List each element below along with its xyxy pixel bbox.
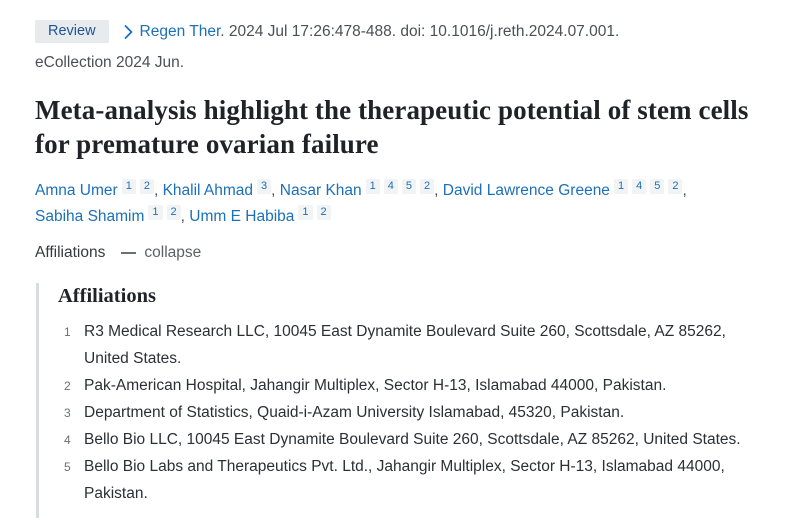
citation-details: . 2024 Jul 17:26:478-488. doi: 10.1016/j… <box>220 22 620 40</box>
citation-row: Review Regen Ther. 2024 Jul 17:26:478-48… <box>35 20 759 43</box>
author-affiliation-superscript[interactable]: 5 <box>401 178 417 194</box>
article-title: Meta-analysis highlight the therapeutic … <box>35 95 749 160</box>
author-affiliation-superscript[interactable]: 2 <box>420 178 435 194</box>
affiliation-text: Department of Statistics, Quaid-i-Azam U… <box>84 403 625 421</box>
author-link[interactable]: David Lawrence Greene <box>442 181 610 199</box>
chevron-right-icon <box>124 24 133 39</box>
author-separator: , <box>434 181 443 199</box>
ecollection-text: eCollection 2024 Jun. <box>35 54 185 71</box>
affiliation-item: 4 Bello Bio LLC, 10045 East Dynamite Boul… <box>58 427 759 454</box>
affiliations-toggle-label: Affiliations <box>35 243 106 261</box>
author-link[interactable]: Amna Umer <box>35 181 118 199</box>
publication-type-badge[interactable]: Review <box>35 20 109 43</box>
author-affiliation-superscript[interactable]: 2 <box>139 178 154 194</box>
author-affiliation-superscript[interactable]: 5 <box>650 178 665 194</box>
author-link[interactable]: Khalil Ahmad <box>162 181 254 199</box>
affiliation-text: R3 Medical Research LLC, 10045 East Dyna… <box>84 322 726 367</box>
affiliation-text: Pak-American Hospital, Jahangir Multiple… <box>84 376 667 394</box>
affiliation-number: 1 <box>64 324 71 339</box>
author-affiliation-superscript[interactable]: 3 <box>257 178 272 194</box>
affiliations-panel: Affiliations 1 R3 Medical Research LLC, 1… <box>36 282 759 518</box>
affiliation-number: 5 <box>64 459 71 474</box>
affiliation-item: 2 Pak-American Hospital, Jahangir Multipl… <box>58 373 759 400</box>
affiliation-text: Bello Bio Labs and Therapeutics Pvt. Ltd… <box>84 457 725 502</box>
author-affiliation-superscript[interactable]: 2 <box>166 205 181 221</box>
author-separator: , <box>153 181 163 199</box>
author-affiliation-superscript[interactable]: 1 <box>148 205 163 221</box>
author-separator: , <box>271 181 280 199</box>
author-list: Amna Umer 1 2, Khalil Ahmad 3, Nasar Khan 1 4… <box>35 178 735 231</box>
author-affiliation-superscript[interactable]: 2 <box>668 178 683 194</box>
affiliation-text: Bello Bio LLC, 10045 East Dynamite Boule… <box>84 430 741 448</box>
affiliations-heading: Affiliations <box>58 284 156 307</box>
author-separator: , <box>682 181 687 199</box>
author-link[interactable]: Umm E Habiba <box>189 208 295 226</box>
affiliation-number: 2 <box>64 378 71 393</box>
author-affiliation-superscript[interactable]: 4 <box>383 178 398 194</box>
affiliation-number: 3 <box>64 405 71 420</box>
affiliation-item: 5 Bello Bio Labs and Therapeutics Pvt. Lt… <box>58 454 759 508</box>
author-affiliation-superscript[interactable]: 1 <box>121 178 136 194</box>
author-affiliation-superscript[interactable]: 1 <box>613 178 629 194</box>
author-affiliation-superscript[interactable]: 1 <box>298 205 313 221</box>
author-link[interactable]: Sabiha Shamim <box>35 208 145 226</box>
author-link[interactable]: Nasar Khan <box>279 181 362 199</box>
author-affiliation-superscript[interactable]: 4 <box>632 178 647 194</box>
journal-link[interactable]: Regen Ther <box>139 22 221 40</box>
author-affiliation-superscript[interactable]: 2 <box>316 205 331 221</box>
affiliation-item: 1 R3 Medical Research LLC, 10045 East Dyn… <box>58 319 759 373</box>
citation-text-wrap: Regen Ther. 2024 Jul 17:26:478-488. doi:… <box>140 23 620 41</box>
affiliations-toggle: Affiliations collapse <box>35 244 759 262</box>
affiliation-number: 4 <box>64 432 71 447</box>
collapse-button[interactable]: collapse <box>144 243 202 261</box>
affiliation-item: 3 Department of Statistics, Quaid-i-Azam … <box>58 400 759 427</box>
minus-icon <box>121 251 137 254</box>
author-separator: , <box>180 208 190 226</box>
affiliation-list: 1 R3 Medical Research LLC, 10045 East Dyn… <box>58 319 759 508</box>
author-affiliation-superscript[interactable]: 1 <box>365 178 380 194</box>
